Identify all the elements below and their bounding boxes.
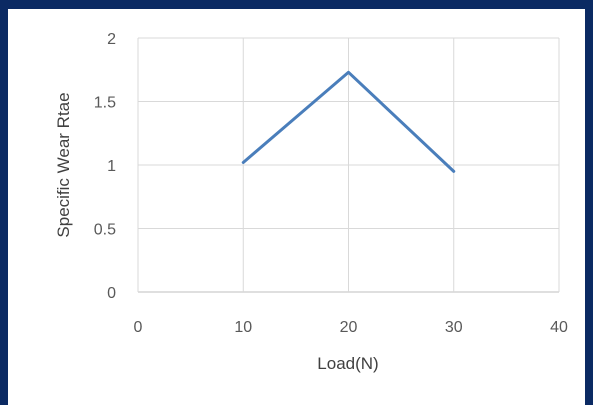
grid <box>138 38 559 292</box>
x-tick-label: 20 <box>340 319 358 336</box>
y-tick-label: 1 <box>107 158 116 175</box>
x-tick-label: 40 <box>550 319 568 336</box>
x-tick-label: 0 <box>134 319 143 336</box>
y-tick-label: 0 <box>107 285 116 302</box>
x-tick-label: 30 <box>445 319 463 336</box>
y-tick-label: 2 <box>107 31 116 48</box>
x-tick-label: 10 <box>234 319 252 336</box>
tick-labels: 00.511.520 10 20 30 40 <box>94 31 568 336</box>
x-axis-title: Load(N) <box>317 354 378 373</box>
y-tick-label: 0.5 <box>94 222 116 239</box>
y-axis-title: Specific Wear Rtae <box>54 92 73 237</box>
y-tick-label: 1.5 <box>94 95 116 112</box>
